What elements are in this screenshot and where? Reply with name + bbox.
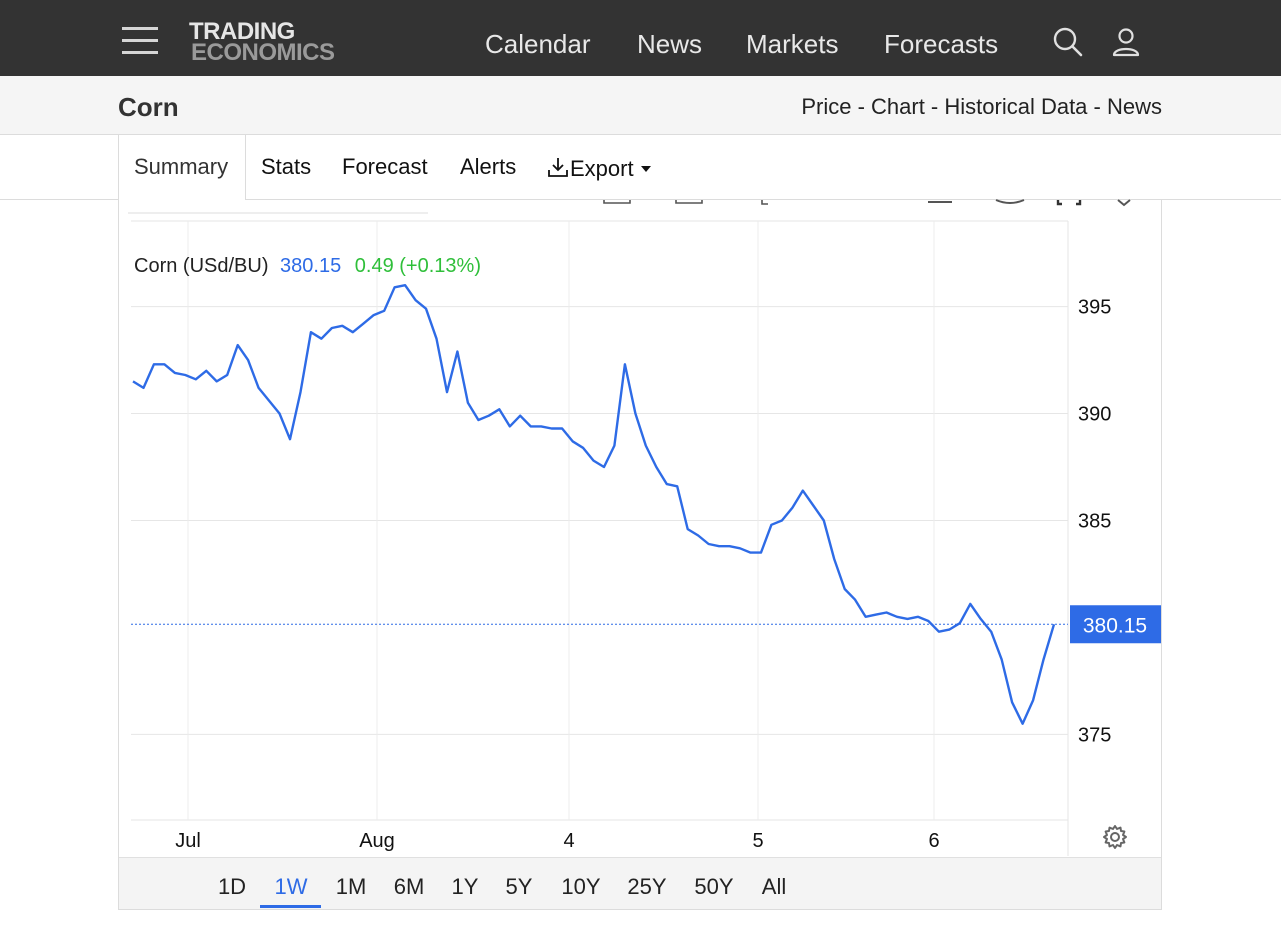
range-1w[interactable]: 1W [274,874,308,899]
tab-alerts[interactable]: Alerts [460,154,517,179]
range-10y[interactable]: 10Y [561,874,601,899]
breadcrumb-separator: - [851,94,872,119]
tab-summary[interactable]: Summary [134,154,229,179]
tab-forecast[interactable]: Forecast [342,154,428,179]
range-1m[interactable]: 1M [335,874,367,899]
search-icon[interactable] [1052,26,1084,58]
caret-down-icon [640,153,652,172]
breadcrumb-separator: - [1087,94,1107,119]
logo[interactable]: TRADING ECONOMICS [189,20,369,66]
user-icon[interactable] [1110,26,1142,58]
page-title: Corn [118,92,179,122]
breadcrumb: Price - Chart - Historical Data - News [801,93,1162,121]
breadcrumb-chart[interactable]: Chart [871,94,925,119]
chart-panel [118,200,1162,910]
range-6m[interactable]: 6M [393,874,425,899]
nav-forecasts[interactable]: Forecasts [884,29,999,59]
export-label: Export [570,156,634,181]
tab-stats[interactable]: Stats [261,154,312,179]
nav-markets[interactable]: Markets [746,29,839,59]
breadcrumb-separator: - [924,94,945,119]
range-all[interactable]: All [761,874,787,899]
breadcrumb-price[interactable]: Price [801,94,852,119]
gear-icon[interactable] [1101,823,1129,851]
range-1y[interactable]: 1Y [451,874,479,899]
range-selector: 1D 1W 1M 6M 1Y 5Y 10Y 25Y 50Y All [119,857,1161,909]
range-5y[interactable]: 5Y [505,874,533,899]
top-navbar: TRADING ECONOMICS Calendar News Markets … [0,0,1281,76]
logo-line2: ECONOMICS [191,39,335,66]
breadcrumb-news[interactable]: News [1106,94,1162,119]
range-25y[interactable]: 25Y [627,874,667,899]
sub-header: Corn Price - Chart - Historical Data - N… [0,76,1281,135]
range-50y[interactable]: 50Y [694,874,734,899]
download-icon [546,155,570,179]
tab-export[interactable]: Export [546,153,652,183]
nav-news[interactable]: News [637,29,703,59]
tab-active-indicator [118,135,246,201]
logo-line1: TRADING [189,18,295,45]
active-range-underline [260,905,321,908]
nav-calendar[interactable]: Calendar [485,29,591,59]
breadcrumb-historical-data[interactable]: Historical Data [944,94,1088,119]
range-1d[interactable]: 1D [217,874,247,899]
tab-bar: Summary Stats Forecast Alerts Export [0,135,1281,201]
menu-icon[interactable] [122,27,158,55]
